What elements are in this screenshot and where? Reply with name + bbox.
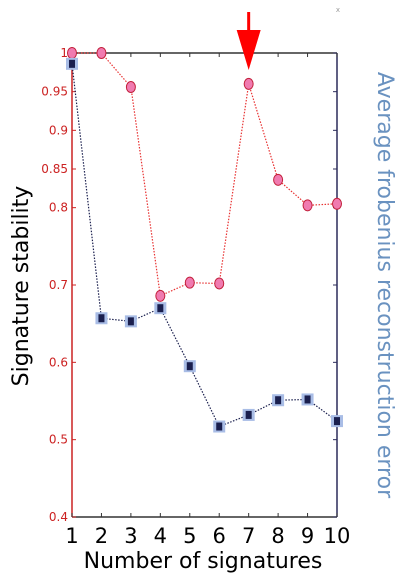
error-point bbox=[69, 59, 75, 68]
x-tick-label: 9 bbox=[301, 524, 314, 548]
stability-point bbox=[155, 289, 166, 302]
stability-point bbox=[184, 276, 195, 289]
error-point bbox=[334, 417, 340, 426]
error-point bbox=[157, 304, 164, 313]
error-line bbox=[71, 63, 338, 428]
y-axis-title-left: Signature stability bbox=[9, 186, 34, 387]
stability-point bbox=[67, 47, 77, 59]
error-point bbox=[275, 396, 282, 405]
stability-point bbox=[243, 77, 254, 90]
x-tick-label: 5 bbox=[183, 524, 196, 548]
x-axis-title: Number of signatures bbox=[84, 549, 323, 574]
stability-point bbox=[96, 47, 107, 59]
y-tick-label: 0.7 bbox=[49, 278, 68, 292]
y-axis-title-right: Average frobenius reconstruction error bbox=[372, 72, 397, 499]
y-tick-label: 0.5 bbox=[49, 433, 68, 447]
x-tick-label: 1 bbox=[65, 524, 78, 548]
error-point bbox=[186, 362, 193, 371]
x-tick-label: 4 bbox=[154, 524, 167, 548]
stability-point bbox=[214, 277, 225, 290]
x-tick-label: 10 bbox=[324, 524, 351, 548]
arrow-head bbox=[236, 30, 261, 70]
x-tick-label: 8 bbox=[271, 524, 284, 548]
y-tick-label: 0.4 bbox=[49, 510, 68, 524]
stability-line bbox=[72, 52, 338, 297]
stability-point bbox=[302, 199, 313, 212]
y-tick-label: 0.8 bbox=[49, 201, 68, 215]
error-point bbox=[98, 314, 105, 323]
y-tick-label: 1 bbox=[60, 46, 68, 60]
error-point bbox=[127, 317, 134, 326]
stability-point bbox=[125, 81, 136, 94]
y-tick-label: 0.6 bbox=[49, 355, 68, 369]
y-tick-label: 0.85 bbox=[41, 162, 68, 176]
stability-point bbox=[332, 197, 342, 210]
y-tick-label: 0.95 bbox=[41, 85, 68, 99]
error-point bbox=[304, 395, 311, 404]
x-tick-label: 3 bbox=[124, 524, 137, 548]
x-tick-label: 2 bbox=[95, 524, 108, 548]
x-tick-label: 7 bbox=[242, 524, 255, 548]
stability-point bbox=[273, 173, 284, 186]
corner-mark: x bbox=[336, 6, 340, 14]
y-tick-label: 0.9 bbox=[49, 123, 68, 137]
error-point bbox=[216, 422, 223, 431]
error-point bbox=[245, 410, 252, 419]
x-tick-label: 6 bbox=[213, 524, 226, 548]
